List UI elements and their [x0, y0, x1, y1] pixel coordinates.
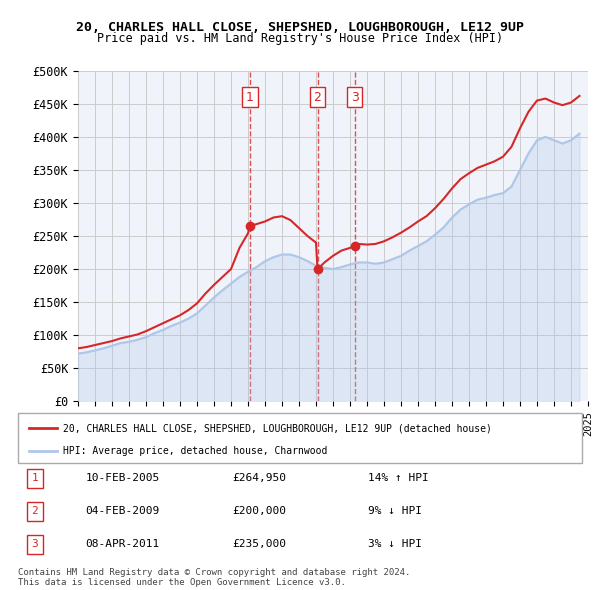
Text: Contains HM Land Registry data © Crown copyright and database right 2024.
This d: Contains HM Land Registry data © Crown c… [18, 568, 410, 587]
Text: 08-APR-2011: 08-APR-2011 [86, 539, 160, 549]
Text: Price paid vs. HM Land Registry's House Price Index (HPI): Price paid vs. HM Land Registry's House … [97, 32, 503, 45]
Text: 2: 2 [32, 506, 38, 516]
Text: 3: 3 [350, 91, 359, 104]
Text: 04-FEB-2009: 04-FEB-2009 [86, 506, 160, 516]
Text: £200,000: £200,000 [232, 506, 286, 516]
Text: £235,000: £235,000 [232, 539, 286, 549]
Text: £264,950: £264,950 [232, 473, 286, 483]
Text: 20, CHARLES HALL CLOSE, SHEPSHED, LOUGHBOROUGH, LE12 9UP (detached house): 20, CHARLES HALL CLOSE, SHEPSHED, LOUGHB… [63, 423, 492, 433]
Text: 10-FEB-2005: 10-FEB-2005 [86, 473, 160, 483]
Text: 9% ↓ HPI: 9% ↓ HPI [368, 506, 422, 516]
FancyBboxPatch shape [18, 413, 582, 463]
Text: 20, CHARLES HALL CLOSE, SHEPSHED, LOUGHBOROUGH, LE12 9UP: 20, CHARLES HALL CLOSE, SHEPSHED, LOUGHB… [76, 21, 524, 34]
Text: 14% ↑ HPI: 14% ↑ HPI [368, 473, 428, 483]
Text: 2: 2 [314, 91, 322, 104]
Text: 1: 1 [246, 91, 254, 104]
Text: 1: 1 [32, 473, 38, 483]
Text: HPI: Average price, detached house, Charnwood: HPI: Average price, detached house, Char… [63, 445, 328, 455]
Text: 3% ↓ HPI: 3% ↓ HPI [368, 539, 422, 549]
Text: 3: 3 [32, 539, 38, 549]
